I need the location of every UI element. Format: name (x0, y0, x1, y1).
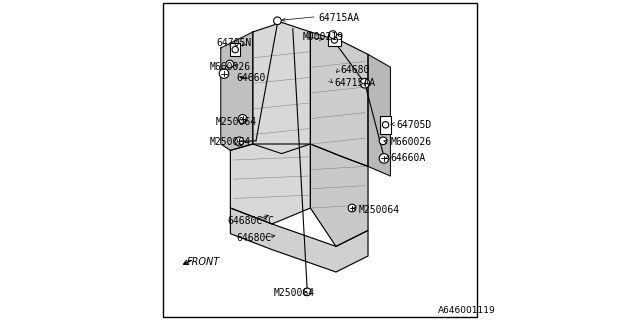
Polygon shape (221, 32, 253, 150)
Polygon shape (253, 22, 310, 154)
Circle shape (226, 60, 234, 68)
Bar (328, 34, 341, 46)
Text: 64705D: 64705D (397, 120, 432, 130)
Text: M250064: M250064 (210, 137, 251, 148)
Polygon shape (368, 54, 390, 176)
Text: A646001119: A646001119 (438, 306, 496, 315)
Text: 64715AA: 64715AA (319, 12, 360, 23)
Text: 64680C*C: 64680C*C (227, 216, 274, 226)
Bar (230, 43, 240, 56)
Circle shape (232, 46, 238, 53)
Circle shape (329, 31, 337, 38)
Circle shape (219, 69, 229, 78)
Bar (380, 116, 391, 134)
Text: FRONT: FRONT (187, 257, 220, 268)
Polygon shape (230, 144, 310, 224)
Text: M250064: M250064 (358, 204, 399, 215)
Circle shape (348, 204, 356, 212)
Circle shape (360, 78, 370, 88)
Circle shape (238, 115, 247, 124)
Text: 64660: 64660 (237, 73, 266, 84)
Circle shape (274, 17, 282, 25)
Text: 64705N: 64705N (216, 38, 252, 48)
Text: M000219: M000219 (302, 32, 344, 42)
Text: M660026: M660026 (210, 62, 251, 72)
Text: 64680: 64680 (340, 65, 370, 76)
Polygon shape (310, 144, 368, 246)
Circle shape (235, 137, 244, 146)
Circle shape (379, 154, 389, 163)
Circle shape (332, 37, 338, 43)
Text: 64660A: 64660A (390, 153, 426, 164)
Text: M660026: M660026 (390, 137, 431, 148)
Circle shape (379, 137, 387, 145)
Circle shape (303, 288, 311, 296)
Polygon shape (310, 32, 368, 166)
Polygon shape (230, 208, 368, 272)
Text: M250064: M250064 (274, 288, 315, 298)
Text: 64715AA: 64715AA (334, 78, 376, 88)
Text: 64680C: 64680C (237, 233, 272, 244)
Text: M250064: M250064 (216, 116, 257, 127)
Circle shape (383, 122, 389, 128)
